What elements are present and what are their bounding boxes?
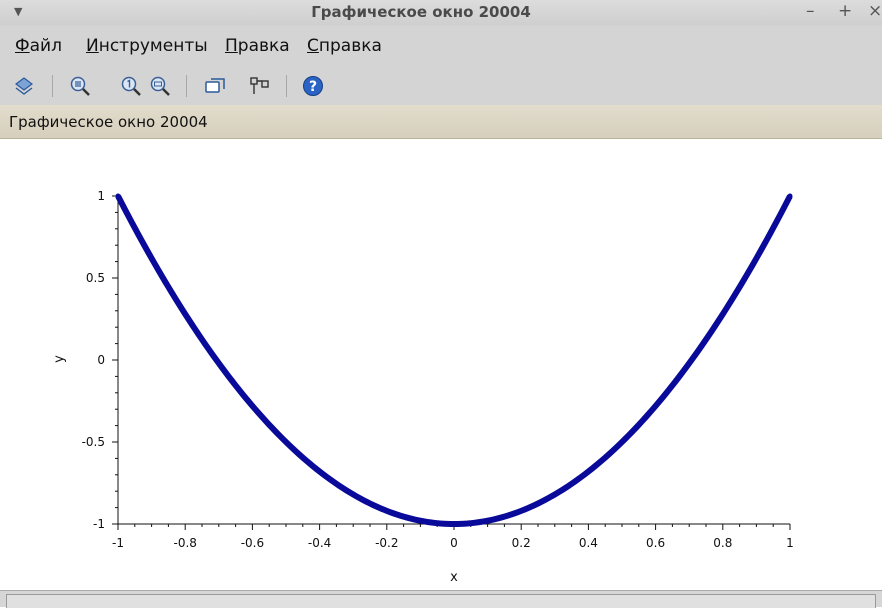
data-point: [384, 508, 390, 514]
x-tick-label: -0.6: [241, 536, 264, 550]
data-point: [149, 255, 155, 261]
data-point: [720, 311, 726, 317]
plot-area[interactable]: -1 -0.8 -0.6 -0.4 -0.2 0 0.2 0.4 0.6 0.8 1 -1 -0.5 0 0…: [0, 139, 882, 590]
editor-icon[interactable]: [248, 75, 270, 97]
data-point: [115, 193, 121, 199]
svg-text:?: ?: [309, 79, 317, 95]
maximize-button[interactable]: +: [838, 1, 853, 21]
x-tick-label: -1: [112, 536, 124, 550]
zoom-in-icon[interactable]: [69, 75, 91, 97]
y-tick-label: 1: [97, 189, 105, 203]
data-point: [182, 311, 188, 317]
menu-help[interactable]: Справка: [307, 36, 382, 56]
toolbar-separator: [286, 75, 287, 97]
data-point: [552, 491, 558, 497]
help-icon[interactable]: ?: [302, 75, 324, 97]
status-field: [6, 594, 876, 608]
menu-bar: Файл Инструменты Правка Справка: [0, 25, 882, 67]
data-point: [585, 469, 591, 475]
series-line: [115, 194, 793, 527]
data-point: [350, 491, 356, 497]
title-bar: ▼ Графическое окно 20004 – + ×: [0, 0, 882, 25]
data-point: [317, 469, 323, 475]
data-point: [451, 521, 457, 527]
data-point: [619, 439, 625, 445]
menu-edit[interactable]: Правка: [225, 36, 290, 56]
data-point: [787, 193, 793, 199]
ticks: -1 -0.8 -0.6 -0.4 -0.2 0 0.2 0.4 0.6 0.8 1 -1 -0.5 0 0…: [82, 189, 794, 550]
window-title: Графическое окно 20004: [311, 3, 531, 21]
minimize-button[interactable]: –: [806, 1, 815, 21]
figure-caption-bar: Графическое окно 20004: [0, 105, 882, 139]
y-tick-label: 0: [97, 353, 105, 367]
menu-tools[interactable]: Инструменты: [86, 36, 208, 56]
data-point: [216, 360, 222, 366]
window-menu-icon[interactable]: ▼: [14, 5, 23, 18]
x-tick-label: 0.6: [646, 536, 665, 550]
y-tick-label: 0.5: [86, 271, 105, 285]
y-axis-label: y: [52, 355, 67, 363]
x-tick-label: -0.8: [173, 536, 196, 550]
data-point: [753, 255, 759, 261]
data-point: [653, 403, 659, 409]
x-tick-label: 0.2: [512, 536, 531, 550]
menu-file[interactable]: Файл: [15, 36, 62, 56]
y-tick-label: -0.5: [82, 435, 105, 449]
toolbar: ?: [0, 67, 882, 105]
x-tick-label: -0.2: [375, 536, 398, 550]
data-point: [518, 508, 524, 514]
zoom-out-icon[interactable]: [149, 75, 171, 97]
data-point: [485, 518, 491, 524]
data-point: [686, 360, 692, 366]
close-button[interactable]: ×: [868, 1, 882, 21]
x-tick-label: -0.4: [308, 536, 331, 550]
toolbar-separator: [52, 75, 53, 97]
rotate-icon[interactable]: [13, 75, 35, 97]
x-tick-label: 0.8: [713, 536, 732, 550]
x-tick-label: 1: [786, 536, 794, 550]
series: [115, 193, 793, 527]
datatip-icon[interactable]: [204, 75, 226, 97]
data-point: [283, 439, 289, 445]
figure-caption: Графическое окно 20004: [9, 113, 208, 131]
y-tick-label: -1: [93, 517, 105, 531]
x-axis-label: x: [450, 570, 458, 585]
zoom-reset-icon[interactable]: [120, 75, 142, 97]
data-point: [417, 518, 423, 524]
x-tick-label: 0.4: [579, 536, 598, 550]
data-point: [249, 403, 255, 409]
status-bar: [0, 590, 882, 608]
toolbar-separator: [186, 75, 187, 97]
x-tick-label: 0: [450, 536, 458, 550]
